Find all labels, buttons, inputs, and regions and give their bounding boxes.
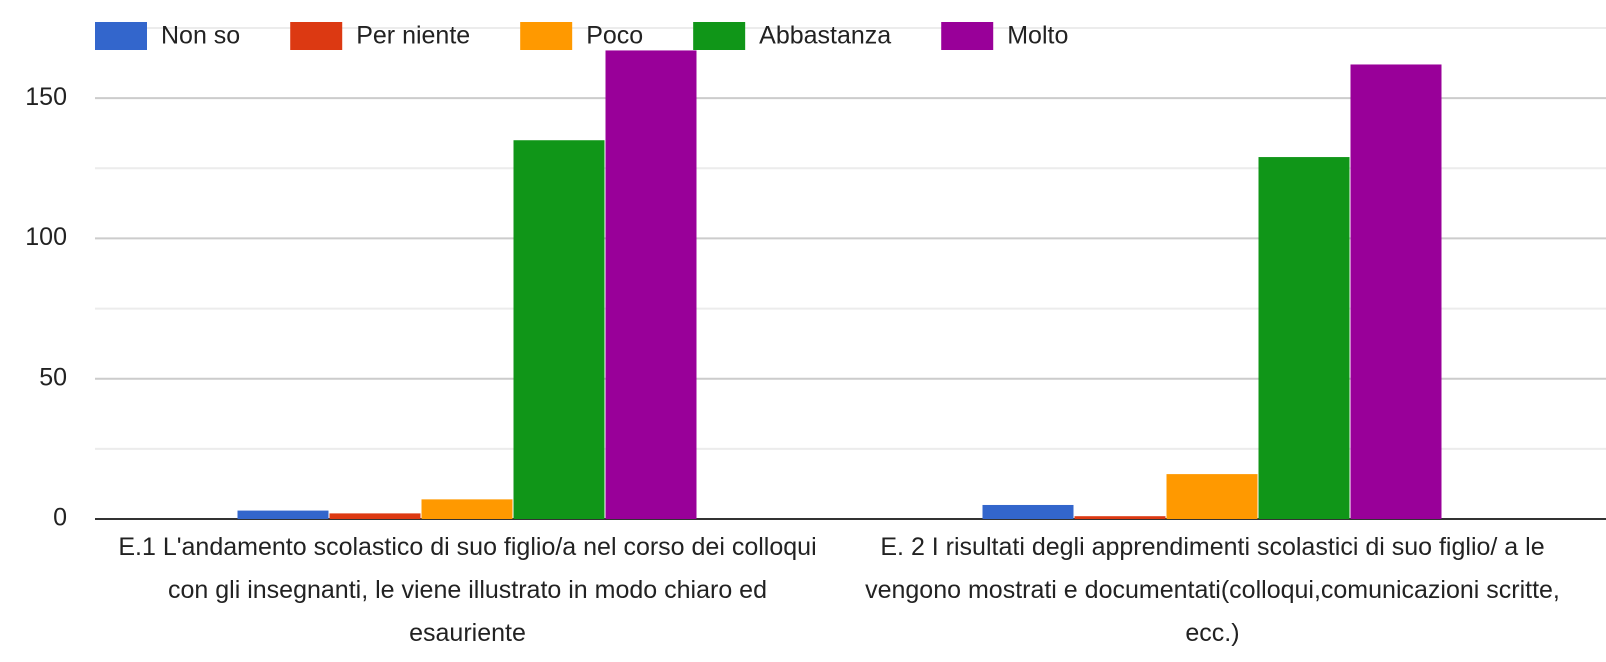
- legend-swatch: [290, 22, 343, 50]
- bar: [605, 50, 697, 520]
- x-tick-label: E. 2 I risultati degli apprendimenti sco…: [865, 533, 1560, 647]
- legend-label: Per niente: [356, 22, 470, 50]
- y-tick-label: 0: [53, 504, 67, 532]
- legend-label: Abbastanza: [759, 22, 891, 50]
- legend-swatch: [520, 22, 573, 50]
- bar: [1166, 474, 1258, 519]
- bar: [1074, 516, 1166, 519]
- legend-swatch: [95, 22, 147, 50]
- bar: [513, 140, 605, 519]
- bar: [421, 499, 513, 519]
- legend-label: Poco: [586, 22, 643, 50]
- bar: [237, 510, 329, 519]
- bar: [1258, 157, 1350, 519]
- legend-swatch: [693, 22, 746, 50]
- y-tick-label: 50: [39, 363, 67, 391]
- bar: [1350, 64, 1442, 519]
- legend-label: Molto: [1007, 22, 1068, 50]
- y-tick-label: 100: [25, 223, 67, 251]
- bar: [329, 513, 421, 519]
- legend-label: Non so: [161, 22, 240, 50]
- bar: [982, 504, 1074, 519]
- x-tick-label: E.1 L'andamento scolastico di suo figlio…: [118, 533, 817, 647]
- legend-swatch: [941, 22, 994, 50]
- y-tick-label: 150: [25, 83, 67, 111]
